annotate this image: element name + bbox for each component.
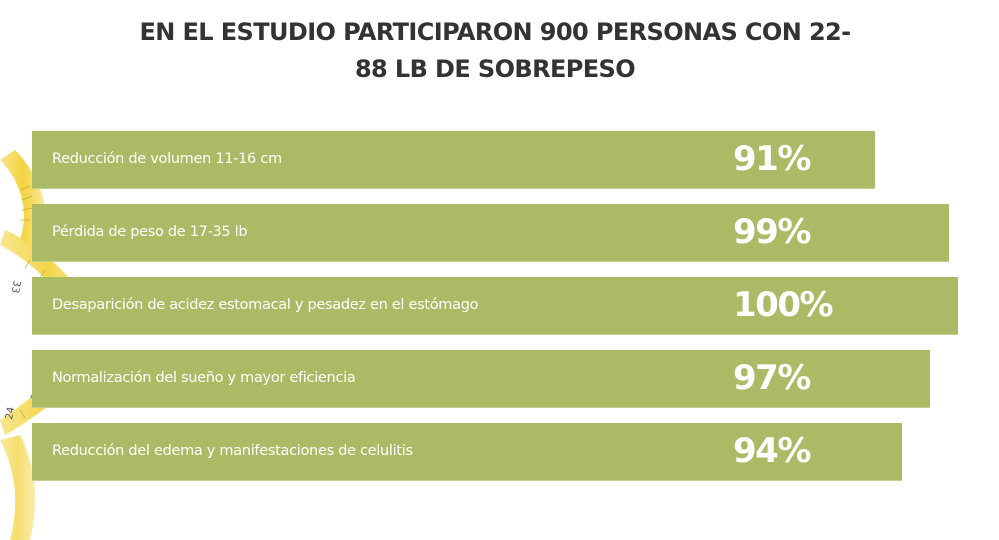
bar-heartburn: Desaparición de acidez estomacal y pesad… [32,277,958,334]
bar-value: 97% [733,358,811,398]
bar-edema-cellulite: Reducción del edema y manifestaciones de… [32,423,902,480]
bar-weight-loss: Pérdida de peso de 17-35 lb 99% [32,204,949,261]
bar-label: Normalización del sueño y mayor eficienc… [52,370,356,386]
bar-label: Reducción del edema y manifestaciones de… [52,443,413,459]
svg-text:24: 24 [4,406,17,420]
bar-label: Desaparición de acidez estomacal y pesad… [52,297,479,313]
bar-value: 94% [733,431,811,471]
title-line-2: 88 LB DE SOBREPESO [354,55,636,83]
bar-sleep: Normalización del sueño y mayor eficienc… [32,350,930,407]
title-line-1: EN EL ESTUDIO PARTICIPARON 900 PERSONAS … [139,18,851,46]
bar-label: Reducción de volumen 11-16 cm [52,151,282,167]
bar-value: 100% [733,285,834,325]
page-title: EN EL ESTUDIO PARTICIPARON 900 PERSONAS … [120,14,870,88]
bar-value: 91% [733,139,811,179]
bar-volume-reduction: Reducción de volumen 11-16 cm 91% [32,131,875,188]
bar-label: Pérdida de peso de 17-35 lb [52,224,248,240]
svg-text:33: 33 [9,279,22,293]
bar-value: 99% [733,212,811,252]
